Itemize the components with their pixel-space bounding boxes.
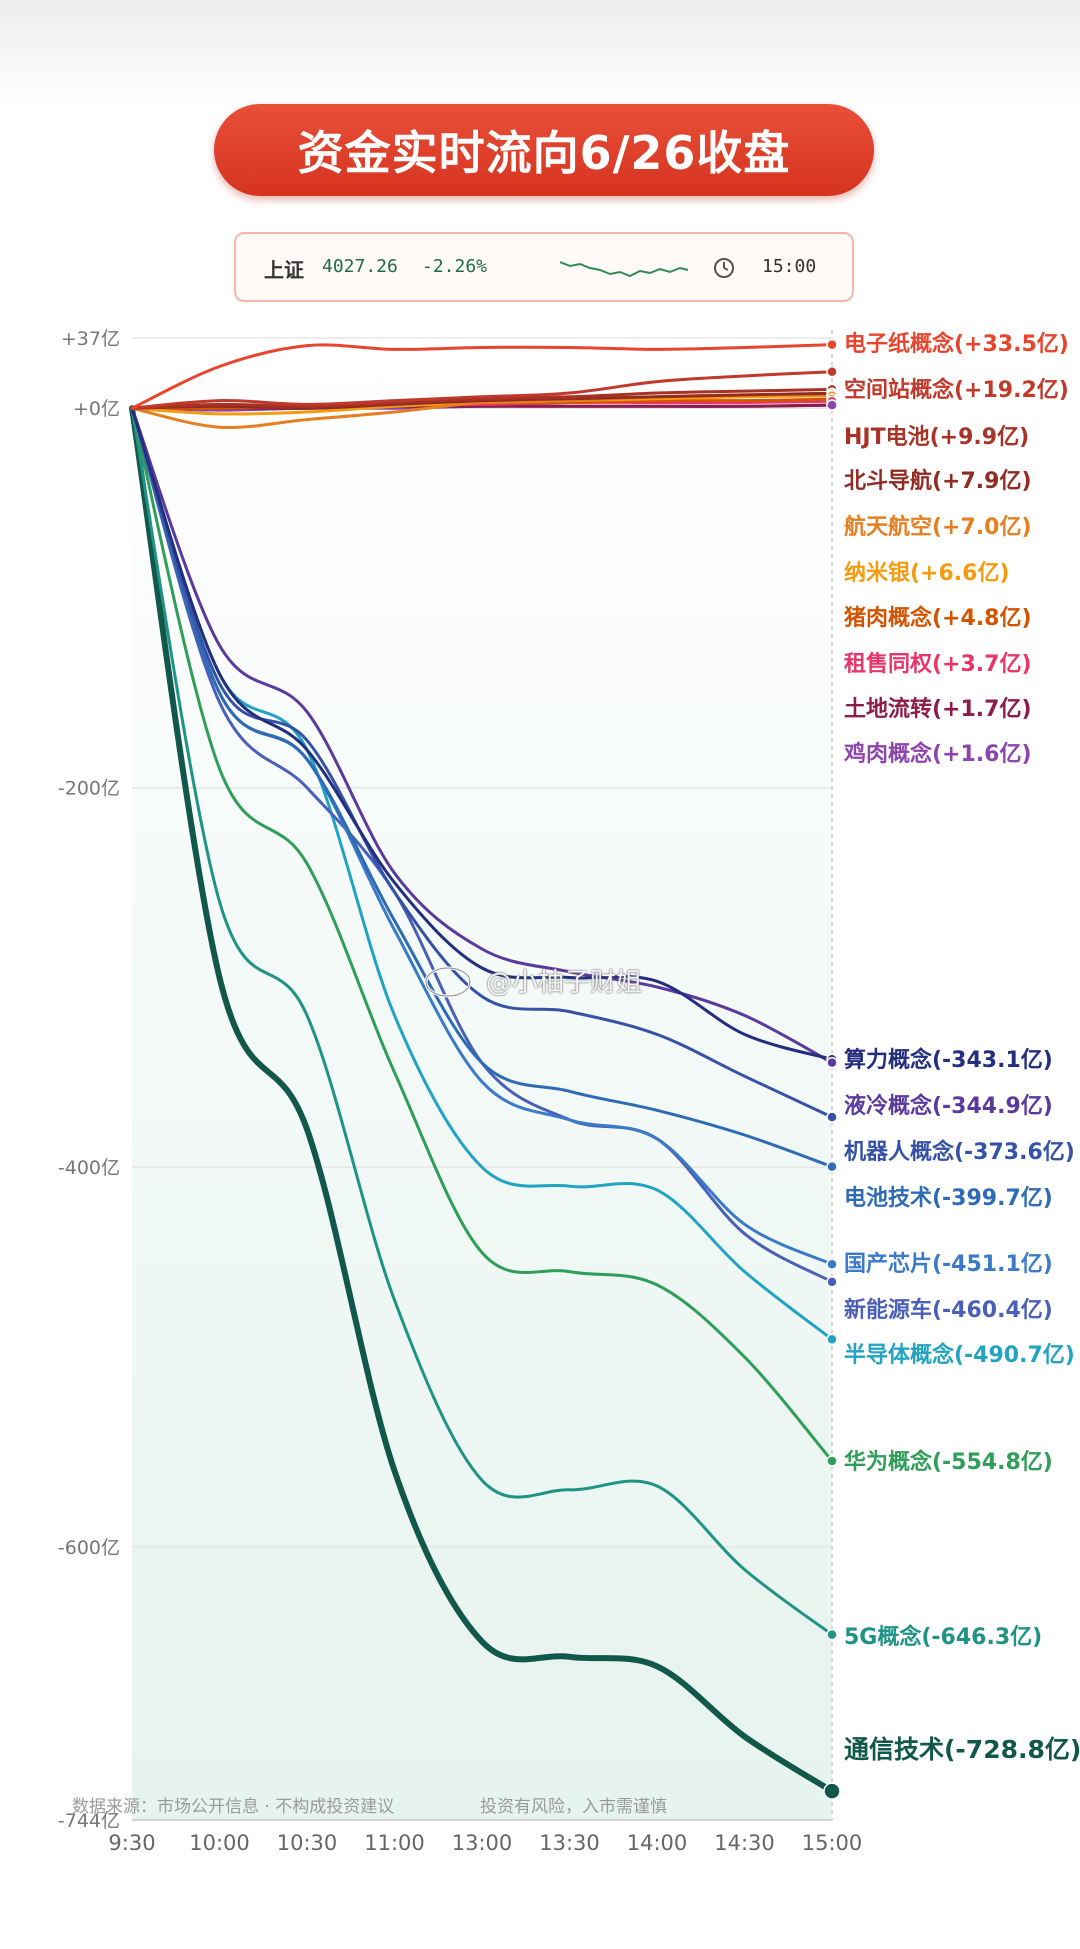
- y-tick-label: +37亿: [61, 328, 120, 350]
- page-title: 资金实时流向6/26收盘: [214, 104, 874, 196]
- series-label: 航天航空(+7.0亿): [844, 514, 1032, 540]
- series-label: 算力概念(-343.1亿): [844, 1047, 1053, 1073]
- series-end-point: [826, 1258, 838, 1270]
- y-tick-label: +0亿: [73, 398, 120, 420]
- series-label: 机器人概念(-373.6亿): [844, 1139, 1075, 1165]
- series-line: [130, 406, 834, 1061]
- series-label: 新能源车(-460.4亿): [844, 1297, 1053, 1323]
- series-end-point: [826, 1111, 838, 1123]
- series-label: 空间站概念(+19.2亿): [844, 377, 1069, 403]
- series-line: [129, 405, 835, 1795]
- series-label: 土地流转(+1.7亿): [844, 696, 1032, 722]
- series-end-point: [823, 1782, 841, 1800]
- series-label: 纳米银(+6.6亿): [844, 560, 1010, 586]
- index-value: 4027.26: [322, 256, 398, 277]
- series-label: 华为概念(-554.8亿): [844, 1449, 1053, 1475]
- series-end-point: [826, 1628, 838, 1641]
- series-end-point: [826, 1056, 838, 1069]
- series-line: [130, 406, 834, 1637]
- series-line: [130, 406, 834, 1065]
- series-line: [130, 406, 834, 1169]
- series-line: [130, 406, 834, 1119]
- footer-disclaimer: 投资有风险，入市需谨慎: [480, 1797, 667, 1817]
- series-label: 半导体概念(-490.7亿): [844, 1342, 1075, 1368]
- series-end-point: [826, 1455, 838, 1467]
- series-end-point: [826, 1160, 838, 1173]
- series-label: 北斗导航(+7.9亿): [844, 468, 1032, 494]
- x-tick-label: 14:00: [627, 1831, 688, 1855]
- index-name: 上证: [264, 258, 304, 282]
- series-line: [130, 343, 834, 410]
- series-label: 鸡肉概念(+1.6亿): [843, 741, 1032, 767]
- series-label: 租售同权(+3.7亿): [844, 651, 1032, 677]
- y-tick-label: -744亿: [58, 1810, 120, 1832]
- x-tick-label: 13:00: [452, 1831, 513, 1855]
- series-label: 通信技术(-728.8亿): [844, 1735, 1080, 1764]
- series-label: 猪肉概念(+4.8亿): [844, 605, 1032, 631]
- weibo-watermark-icon: [424, 966, 472, 998]
- series-label: 电子纸概念(+33.5亿): [844, 331, 1069, 357]
- footer-source: 数据来源：市场公开信息 · 不构成投资建议: [72, 1797, 395, 1817]
- index-summary-box[interactable]: 上证 4027.26 -2.26% 15:00: [234, 232, 854, 302]
- series-label: 5G概念(-646.3亿): [844, 1624, 1042, 1650]
- clock-icon: [714, 258, 734, 278]
- x-tick-label: 15:00: [802, 1831, 863, 1855]
- series-line: [130, 370, 834, 410]
- series-end-point: [826, 366, 838, 378]
- x-tick-label: 9:30: [108, 1831, 155, 1855]
- x-tick-label: 10:00: [189, 1831, 250, 1855]
- y-tick-label: -600亿: [58, 1537, 120, 1559]
- x-tick-label: 13:30: [539, 1831, 600, 1855]
- series-line: [130, 387, 834, 410]
- plot-area: [132, 333, 832, 1820]
- x-tick-label: 10:30: [277, 1831, 338, 1855]
- series-end-point: [826, 1333, 838, 1346]
- x-tick-label: 11:00: [364, 1831, 425, 1855]
- series-line: [130, 391, 834, 410]
- index-time: 15:00: [762, 256, 817, 277]
- series-end-point: [826, 1276, 838, 1288]
- series-label: 国产芯片(-451.1亿): [844, 1252, 1053, 1277]
- series-end-point: [826, 399, 838, 411]
- series-label: 液冷概念(-344.9亿): [844, 1093, 1053, 1119]
- index-change: -2.26%: [422, 256, 488, 277]
- series-line: [130, 406, 834, 1284]
- series-end-point: [826, 338, 838, 351]
- series-label: HJT电池(+9.9亿): [844, 425, 1029, 450]
- x-tick-label: 14:30: [714, 1831, 775, 1855]
- y-tick-label: -400亿: [58, 1157, 120, 1179]
- series-label: 电池技术(-399.7亿): [844, 1186, 1053, 1211]
- watermark-text: @小柚子财姐: [486, 968, 643, 998]
- index-sparkline: [560, 261, 689, 278]
- series-line: [130, 406, 834, 1463]
- y-tick-label: -200亿: [58, 778, 120, 800]
